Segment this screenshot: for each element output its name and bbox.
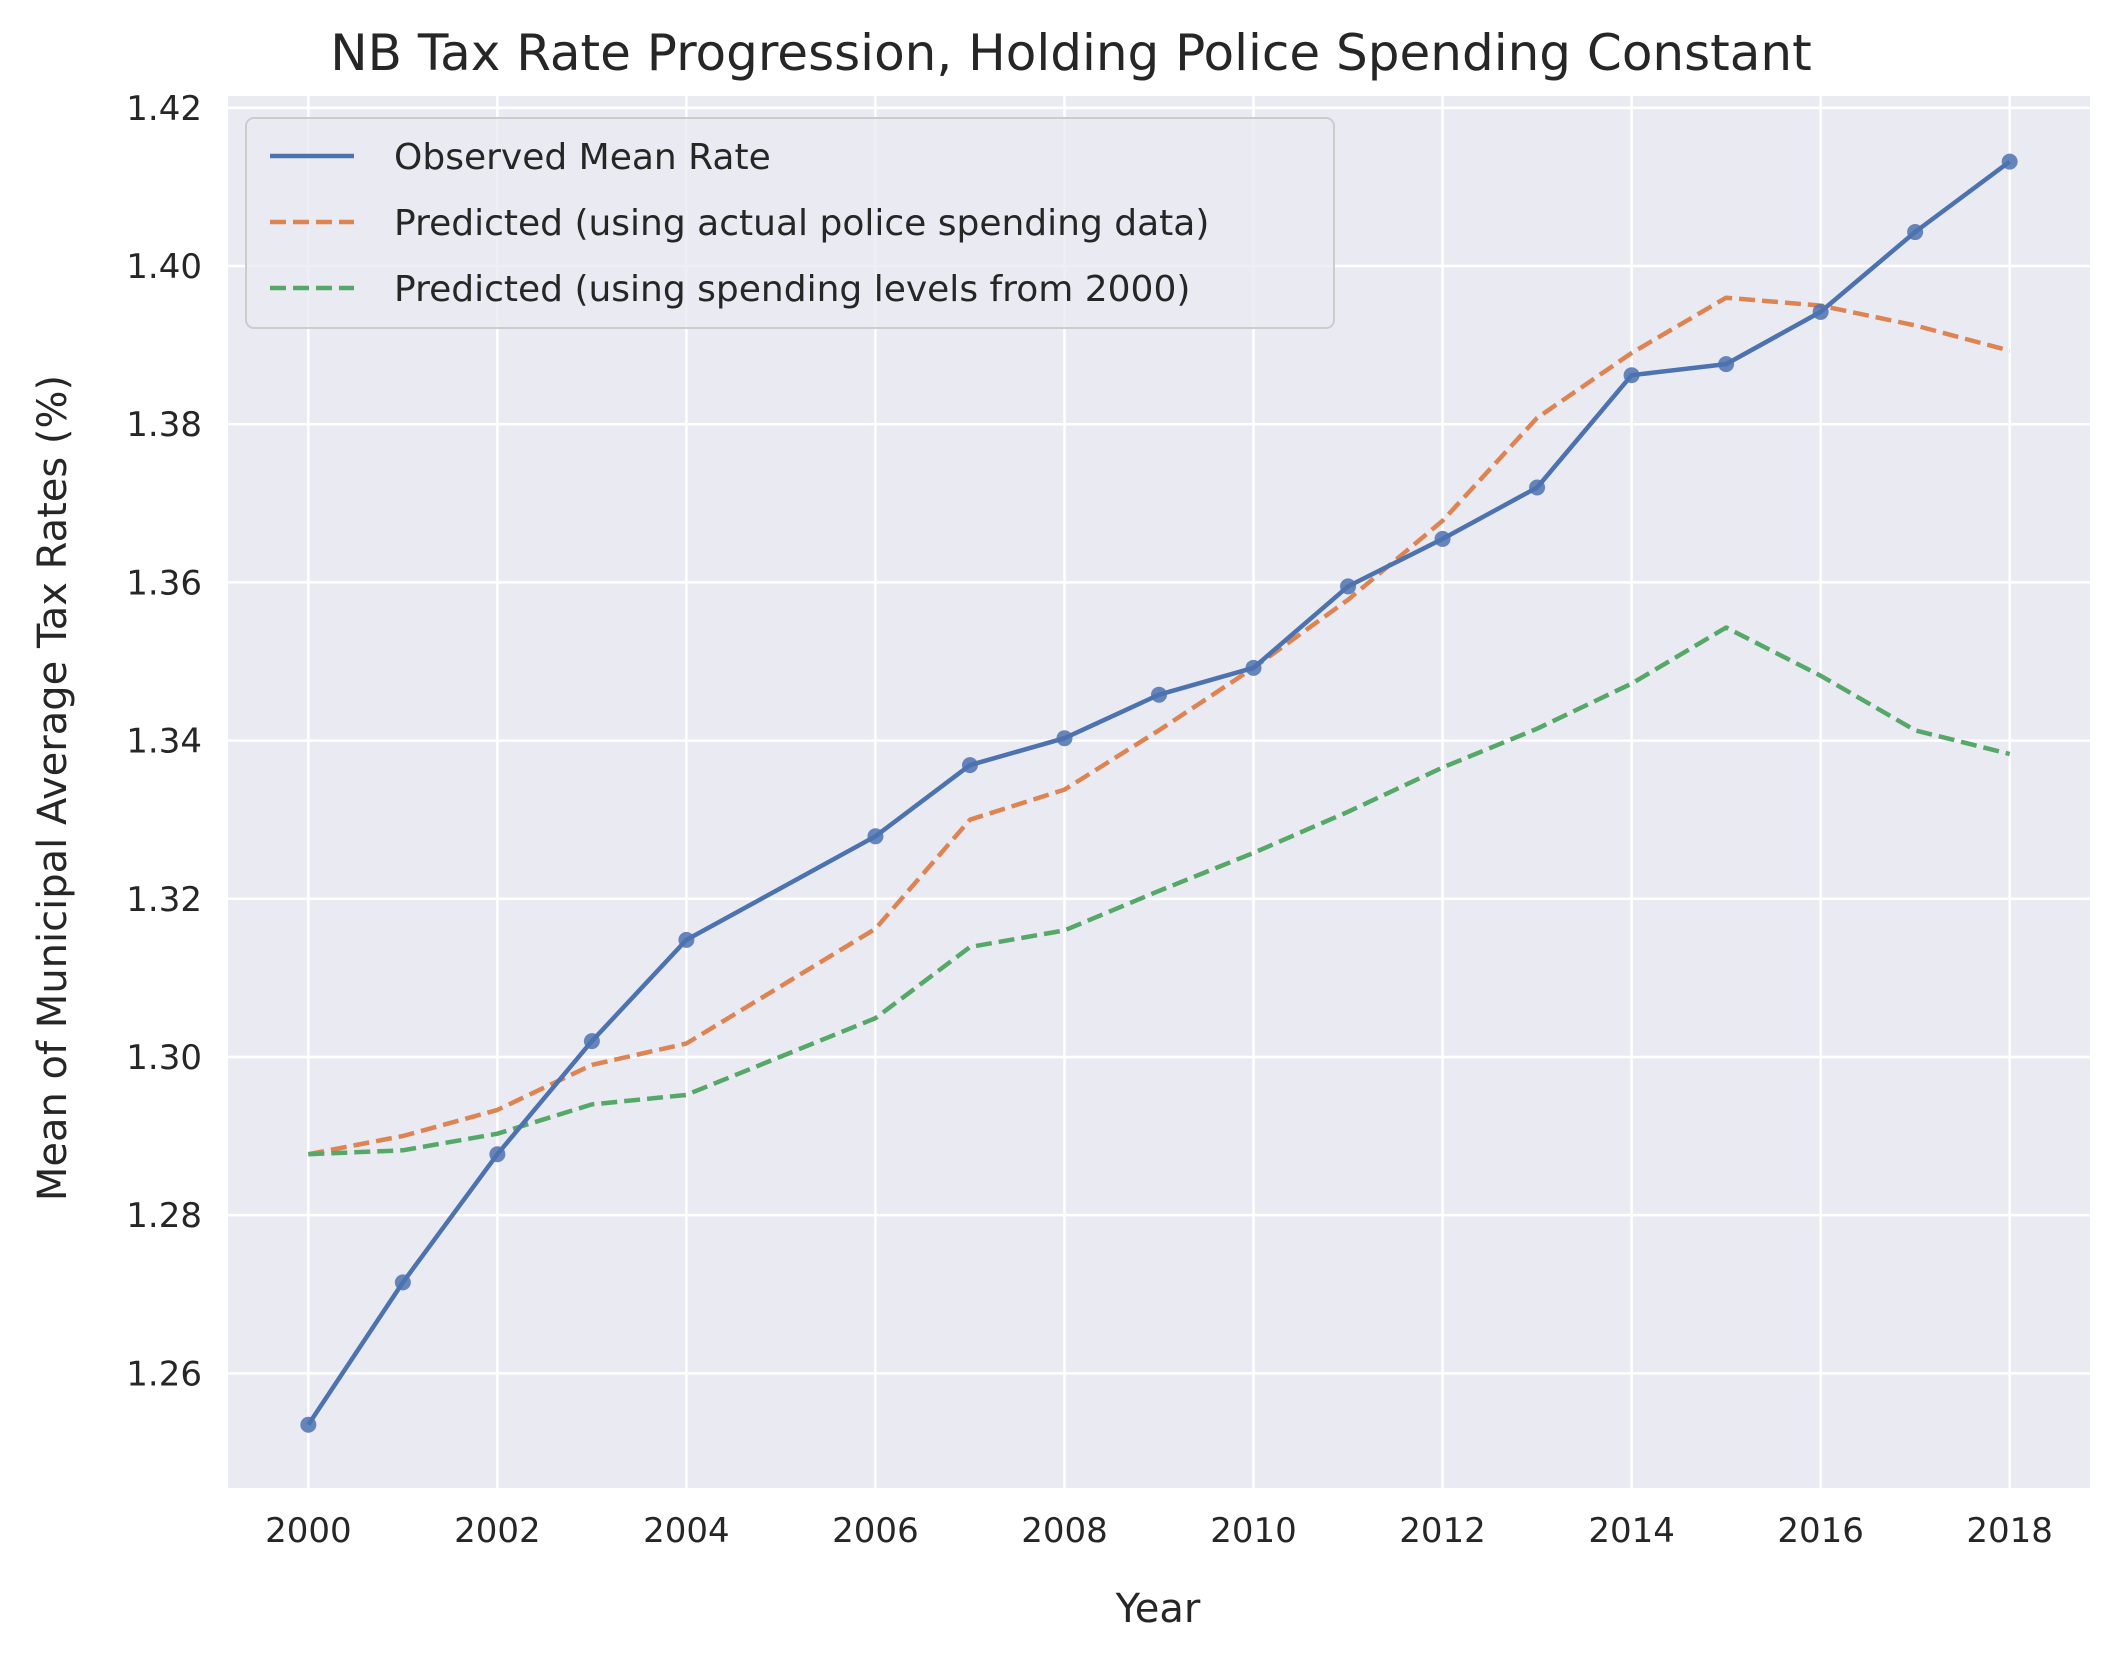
x-tick-label: 2018 bbox=[1966, 1511, 2053, 1551]
legend-label-observed: Observed Mean Rate bbox=[394, 137, 771, 178]
x-tick-label: 2002 bbox=[454, 1511, 541, 1551]
x-tick-label: 2000 bbox=[265, 1511, 352, 1551]
legend: Observed Mean Rate Predicted (using actu… bbox=[245, 117, 1335, 329]
data-point bbox=[1718, 356, 1735, 373]
data-point bbox=[489, 1146, 506, 1163]
legend-label-predicted-2000: Predicted (using spending levels from 20… bbox=[394, 269, 1190, 310]
x-axis-ticks: 2000 2002 2004 2006 2008 2010 2012 2014 2016 2018 bbox=[265, 1511, 2053, 1551]
data-point bbox=[961, 757, 978, 774]
x-tick-label: 2008 bbox=[1021, 1511, 1108, 1551]
x-tick-label: 2012 bbox=[1399, 1511, 1486, 1551]
y-axis-label: Mean of Municipal Average Tax Rates (%) bbox=[30, 375, 76, 1201]
y-axis-ticks: 1.26 1.28 1.30 1.32 1.34 1.36 1.38 1.40 1.42 bbox=[126, 89, 202, 1394]
y-tick-label: 1.42 bbox=[126, 89, 202, 129]
data-point bbox=[1056, 730, 1073, 747]
legend-entry-predicted-actual: Predicted (using actual police spending … bbox=[270, 203, 1209, 244]
data-point bbox=[1812, 303, 1829, 320]
data-point bbox=[394, 1274, 411, 1291]
legend-label-predicted-actual: Predicted (using actual police spending … bbox=[394, 203, 1209, 244]
x-axis-label: Year bbox=[1115, 1586, 1201, 1632]
data-point bbox=[1434, 530, 1451, 547]
data-point bbox=[1529, 479, 1546, 496]
data-point bbox=[1151, 686, 1167, 703]
legend-entry-predicted-2000: Predicted (using spending levels from 20… bbox=[270, 269, 1190, 310]
data-point bbox=[2001, 153, 2018, 170]
data-point bbox=[1623, 367, 1640, 384]
x-tick-label: 2006 bbox=[832, 1511, 919, 1551]
y-tick-label: 1.32 bbox=[126, 880, 202, 920]
data-point bbox=[867, 828, 884, 845]
x-tick-label: 2004 bbox=[643, 1511, 730, 1551]
legend-entry-observed: Observed Mean Rate bbox=[270, 137, 771, 178]
data-point bbox=[583, 1033, 600, 1050]
y-tick-label: 1.38 bbox=[126, 405, 202, 445]
chart-title: NB Tax Rate Progression, Holding Police … bbox=[330, 24, 1811, 82]
data-point bbox=[1340, 578, 1357, 595]
y-tick-label: 1.40 bbox=[126, 247, 202, 287]
x-tick-label: 2016 bbox=[1777, 1511, 1864, 1551]
series-line-predicted-actual bbox=[307, 295, 2011, 1157]
data-point bbox=[1245, 659, 1262, 676]
y-tick-label: 1.26 bbox=[126, 1354, 202, 1394]
series-layer bbox=[300, 153, 2018, 1433]
legend-box bbox=[245, 117, 1335, 329]
y-tick-label: 1.28 bbox=[126, 1196, 202, 1236]
x-tick-label: 2010 bbox=[1210, 1511, 1297, 1551]
data-point bbox=[1907, 224, 1924, 241]
y-tick-label: 1.34 bbox=[126, 722, 202, 762]
series-line-predicted-2000 bbox=[308, 625, 2011, 1157]
series-line-observed bbox=[306, 159, 2012, 1426]
data-point bbox=[678, 931, 695, 948]
x-tick-label: 2014 bbox=[1588, 1511, 1675, 1551]
data-point bbox=[300, 1416, 317, 1433]
y-tick-label: 1.36 bbox=[126, 563, 202, 603]
y-tick-label: 1.30 bbox=[126, 1038, 202, 1078]
